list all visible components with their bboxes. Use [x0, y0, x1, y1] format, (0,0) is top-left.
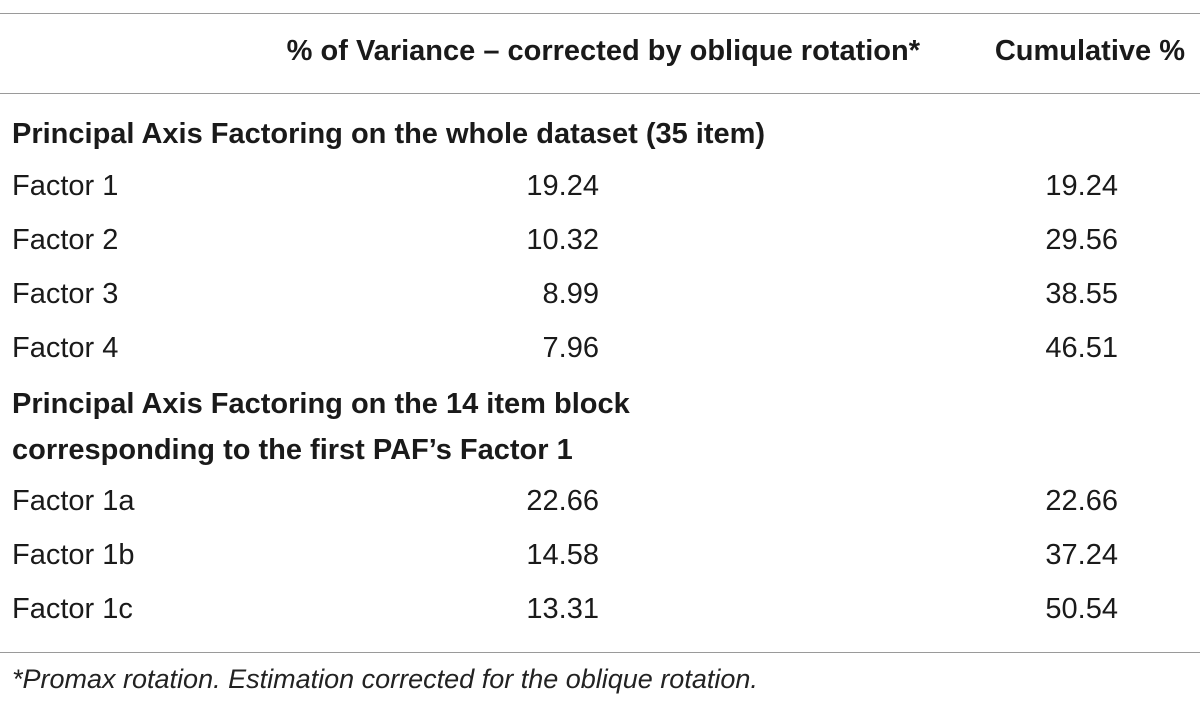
table-header: % of Variance – corrected by oblique rot…	[0, 13, 1200, 93]
row-label: Factor 1	[12, 170, 119, 202]
row-label: Factor 1b	[12, 539, 135, 571]
row-label: Factor 3	[12, 278, 119, 310]
table-row: Factor 1 19.24 19.24	[0, 160, 1200, 214]
row-label: Factor 4	[12, 332, 119, 364]
table-row: Factor 1b 14.58 37.24	[0, 529, 1200, 583]
row-cumulative: 46.51	[1045, 332, 1118, 364]
section-title: Principal Axis Factoring on the whole da…	[12, 118, 766, 150]
section-title-line: Principal Axis Factoring on the 14 item …	[12, 388, 630, 420]
top-rule	[0, 13, 1200, 14]
header-cumulative: Cumulative %	[994, 35, 1185, 67]
row-variance: 13.31	[526, 593, 599, 625]
table-row: Factor 3 8.99 38.55	[0, 268, 1200, 322]
row-label: Factor 1c	[12, 593, 133, 625]
table-row: Factor 1a 22.66 22.66	[0, 475, 1200, 529]
table-row: Factor 1c 13.31 50.54	[0, 583, 1200, 637]
header-variance: % of Variance – corrected by oblique rot…	[286, 35, 920, 67]
section-title-line: corresponding to the first PAF’s Factor …	[12, 434, 573, 466]
row-cumulative: 19.24	[1045, 170, 1118, 202]
row-variance: 7.96	[542, 332, 599, 364]
bottom-rule	[0, 652, 1200, 653]
row-variance: 8.99	[542, 278, 599, 310]
row-cumulative: 22.66	[1045, 485, 1118, 517]
table-row: Factor 2 10.32 29.56	[0, 214, 1200, 268]
row-cumulative: 37.24	[1045, 539, 1118, 571]
row-variance: 22.66	[526, 485, 599, 517]
row-variance: 19.24	[526, 170, 599, 202]
row-cumulative: 38.55	[1045, 278, 1118, 310]
row-cumulative: 50.54	[1045, 593, 1118, 625]
table-footnote: *Promax rotation. Estimation corrected f…	[12, 664, 758, 694]
row-label: Factor 1a	[12, 485, 135, 517]
row-label: Factor 2	[12, 224, 119, 256]
table-row: Factor 4 7.96 46.51	[0, 322, 1200, 376]
header-rule	[0, 93, 1200, 94]
row-cumulative: 29.56	[1045, 224, 1118, 256]
row-variance: 14.58	[526, 539, 599, 571]
row-variance: 10.32	[526, 224, 599, 256]
